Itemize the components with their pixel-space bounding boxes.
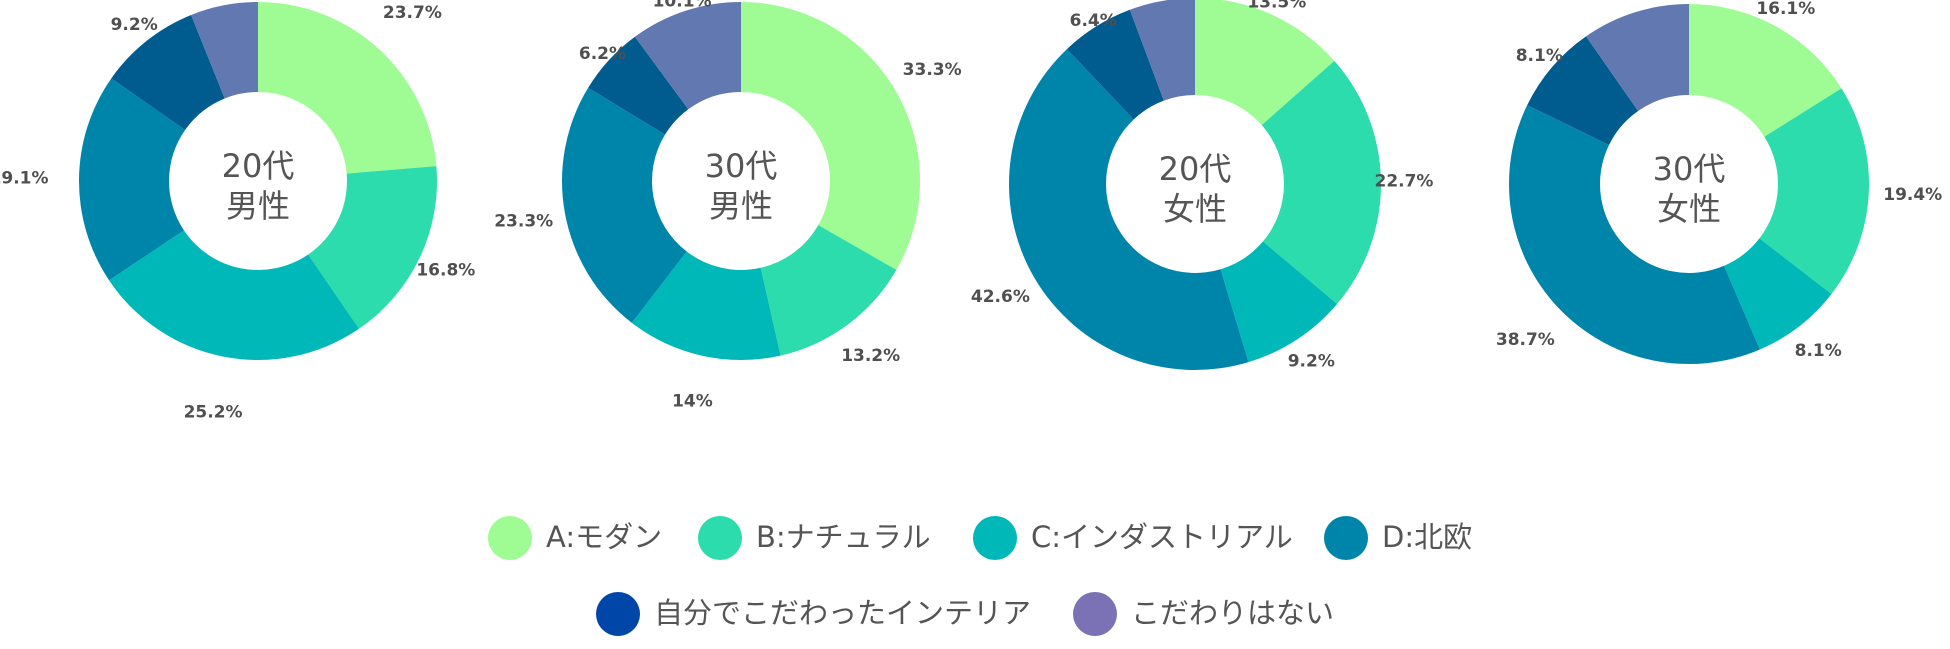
donut-4-value-label-1: 16.1% xyxy=(1756,0,1815,19)
donut-4-slice-4 xyxy=(1509,105,1760,364)
donut-2-value-label-6: 10.1% xyxy=(653,0,712,11)
donut-1-slice-1 xyxy=(258,2,437,174)
donut-3-slice-2 xyxy=(1261,60,1381,305)
donut-3-slice-5 xyxy=(1066,9,1164,120)
donut-2-value-label-3: 14% xyxy=(672,392,713,412)
donut-2-slice-5 xyxy=(588,36,689,135)
donut-2-value-label-2: 13.2% xyxy=(841,346,900,366)
donut-3-center-label-line-1: 20代 xyxy=(1159,150,1232,188)
donut-1-value-label-4: 19.1% xyxy=(0,168,49,188)
donut-1-center-label-line-1: 20代 xyxy=(222,147,295,185)
donut-3-value-label-1: 13.5% xyxy=(1247,0,1306,13)
legend-label-5: 自分でこだわったインテリア xyxy=(654,596,1031,630)
legend-label-1: A:モダン xyxy=(546,520,662,554)
legend-item-2: B:ナチュラル xyxy=(698,516,931,560)
donut-2-center-label-line-1: 30代 xyxy=(705,147,778,185)
donut-1-slice-4 xyxy=(79,78,186,281)
legend-label-4: D:北欧 xyxy=(1382,520,1472,554)
legend-swatch-5 xyxy=(596,592,640,636)
donut-1-slice-5 xyxy=(111,14,225,130)
donut-2-value-label-4: 23.3% xyxy=(494,211,553,231)
donut-3-value-label-2: 22.7% xyxy=(1374,172,1433,192)
legend-item-6: こだわりはない xyxy=(1073,592,1334,636)
legend-swatch-1 xyxy=(488,516,532,560)
donut-4-value-label-3: 8.1% xyxy=(1795,341,1842,361)
legend-swatch-4 xyxy=(1324,516,1368,560)
legend-label-2: B:ナチュラル xyxy=(756,520,931,554)
donut-1-value-label-1: 23.7% xyxy=(383,3,442,23)
donut-4-value-label-4: 38.7% xyxy=(1496,330,1555,350)
donut-4-slice-2 xyxy=(1759,88,1869,295)
donut-2-slice-4 xyxy=(561,87,687,323)
legend-item-5: 自分でこだわったインテリア xyxy=(596,592,1031,636)
donut-4-value-label-2: 19.4% xyxy=(1883,185,1942,205)
donut-1-slice-3 xyxy=(109,230,359,360)
donut-4-slice-5 xyxy=(1527,36,1639,146)
donut-3-value-label-3: 9.2% xyxy=(1288,351,1335,371)
donut-4-slice-1 xyxy=(1689,4,1842,137)
donut-1-slice-6 xyxy=(191,1,258,99)
donut-1-slice-2 xyxy=(308,166,437,329)
legend-label-6: こだわりはない xyxy=(1131,596,1334,630)
legend-item-4: D:北欧 xyxy=(1324,516,1472,560)
donut-4-center-label-line-2: 女性 xyxy=(1657,190,1721,228)
donut-1-value-label-2: 16.8% xyxy=(416,260,475,280)
donut-3-value-label-5: 6.4% xyxy=(1070,11,1117,31)
legend-swatch-6 xyxy=(1073,592,1117,636)
donut-3-center-label-line-2: 女性 xyxy=(1163,190,1227,228)
donut-3-slice-6 xyxy=(1129,0,1195,101)
donut-2-slice-2 xyxy=(760,225,897,356)
donut-3-slice-3 xyxy=(1220,241,1338,363)
legend-swatch-2 xyxy=(698,516,742,560)
donut-2-value-label-5: 6.2% xyxy=(579,44,626,64)
donut-1-center-label-line-2: 男性 xyxy=(226,187,290,225)
donut-3-value-label-4: 42.6% xyxy=(971,287,1030,307)
donut-2-slice-1 xyxy=(741,2,920,270)
legend-item-3: C:インダストリアル xyxy=(973,516,1293,560)
donut-4-value-label-6: 9.7% xyxy=(1605,0,1652,3)
donut-4-slice-6 xyxy=(1586,4,1689,111)
legend-item-1: A:モダン xyxy=(488,516,662,560)
donut-1-value-label-3: 25.2% xyxy=(184,403,243,423)
donut-4-slice-3 xyxy=(1724,238,1832,350)
donut-4-center-label-line-1: 30代 xyxy=(1653,150,1726,188)
donut-4-value-label-5: 8.1% xyxy=(1516,46,1563,66)
legend-swatch-3 xyxy=(973,516,1017,560)
legend-label-3: C:インダストリアル xyxy=(1031,520,1293,554)
donut-3-slice-1 xyxy=(1195,0,1335,126)
donut-1-value-label-5: 9.2% xyxy=(111,15,158,35)
donut-2-value-label-1: 33.3% xyxy=(903,60,962,80)
donut-2-slice-3 xyxy=(631,251,781,360)
donut-2-slice-6 xyxy=(634,2,741,110)
donut-3-value-label-6: 5.7% xyxy=(1137,0,1184,3)
donut-3-slice-4 xyxy=(1008,49,1249,371)
donut-2-center-label-line-2: 男性 xyxy=(709,187,773,225)
